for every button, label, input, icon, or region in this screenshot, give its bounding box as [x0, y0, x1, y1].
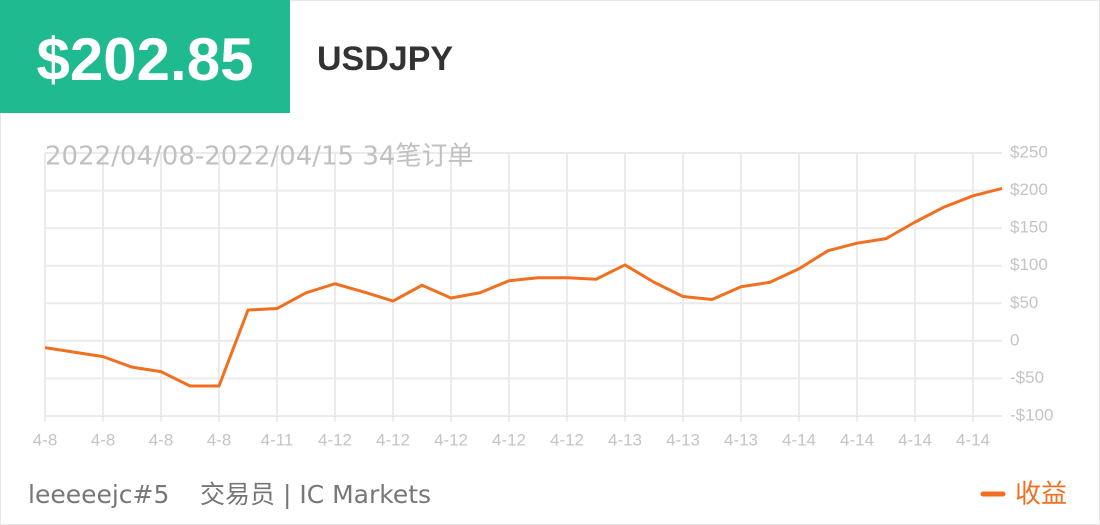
- x-tick-label: 4-12: [318, 430, 352, 449]
- y-tick-label: -$50: [1010, 368, 1044, 387]
- role: 交易员 | IC Markets: [200, 480, 431, 509]
- subtitle: 2022/04/08-2022/04/15 34笔订单: [45, 142, 473, 172]
- x-tick-label: 4-12: [434, 430, 468, 449]
- y-tick-label: 0: [1010, 330, 1019, 349]
- x-tick-label: 4-8: [91, 430, 116, 449]
- legend-label: 收益: [1015, 480, 1067, 510]
- trader: leeeeejc#5: [28, 480, 169, 509]
- x-tick-label: 4-11: [261, 430, 294, 449]
- x-tick-label: 4-14: [898, 430, 932, 449]
- y-tick-label: $150: [1010, 218, 1048, 237]
- x-tick-label: 4-13: [666, 430, 700, 449]
- amount: $202.85: [37, 26, 254, 93]
- line: [44, 186, 1003, 388]
- x-tick-label: 4-14: [782, 430, 816, 449]
- x-tick-label: 4-8: [149, 430, 174, 449]
- x-tick-label: 4-13: [724, 430, 758, 449]
- x-tick-label: 4-8: [207, 430, 232, 449]
- plot: -$100 -$50 0 $50 $100 $150 $200 $250 4-8 4-8 4-8 4-…: [33, 142, 1054, 449]
- y-tick-label: $250: [1010, 142, 1048, 161]
- x-tick-label: 4-12: [550, 430, 584, 449]
- y-tick-label: $100: [1010, 255, 1048, 274]
- x-tick-label: 4-14: [956, 430, 990, 449]
- y-tick-label: $200: [1010, 180, 1048, 199]
- x-tick-label: 4-14: [840, 430, 874, 449]
- y-tick-label: -$100: [1010, 405, 1053, 424]
- amount-box: [0, 0, 290, 113]
- y-tick-label: $50: [1010, 293, 1038, 312]
- symbol: USDJPY: [317, 40, 453, 78]
- x-tick-label: 4-12: [376, 430, 410, 449]
- x-tick-label: 4-12: [492, 430, 526, 449]
- x-tick-label: 4-8: [33, 430, 58, 449]
- x-tick-label: 4-13: [608, 430, 642, 449]
